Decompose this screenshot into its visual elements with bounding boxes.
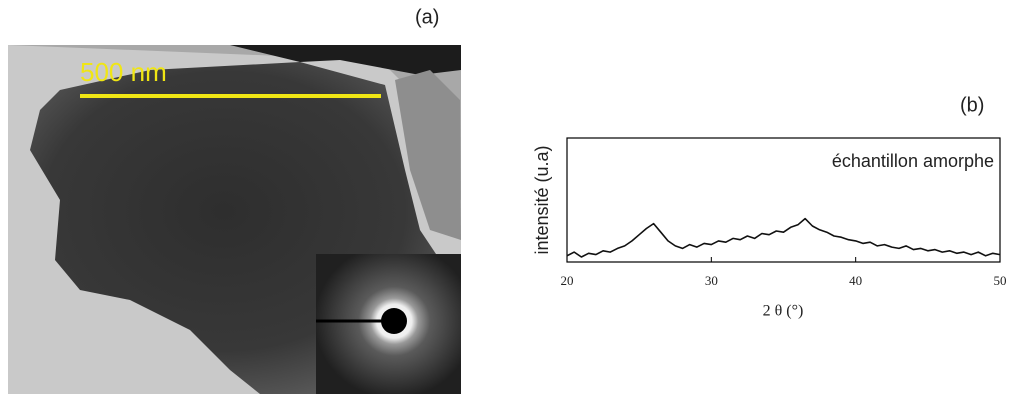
x-tick-label: 50 <box>994 273 1007 288</box>
plot-frame <box>566 137 1001 263</box>
panel-label: (b) <box>960 94 984 116</box>
xrd-curve <box>566 217 1001 258</box>
panel-label: (a) <box>415 6 439 28</box>
diffraction-inset <box>316 254 461 394</box>
x-tick-label: 20 <box>561 273 574 288</box>
scale-bar-label: 500 nm <box>80 57 167 87</box>
annotation: échantillon amorphe <box>832 151 994 171</box>
x-tick-label: 40 <box>849 273 862 288</box>
x-tick-label: 30 <box>705 273 718 288</box>
x-axis-label: 2 θ (°) <box>763 303 804 320</box>
y-axis-label: intensité (u.a) <box>532 145 552 254</box>
